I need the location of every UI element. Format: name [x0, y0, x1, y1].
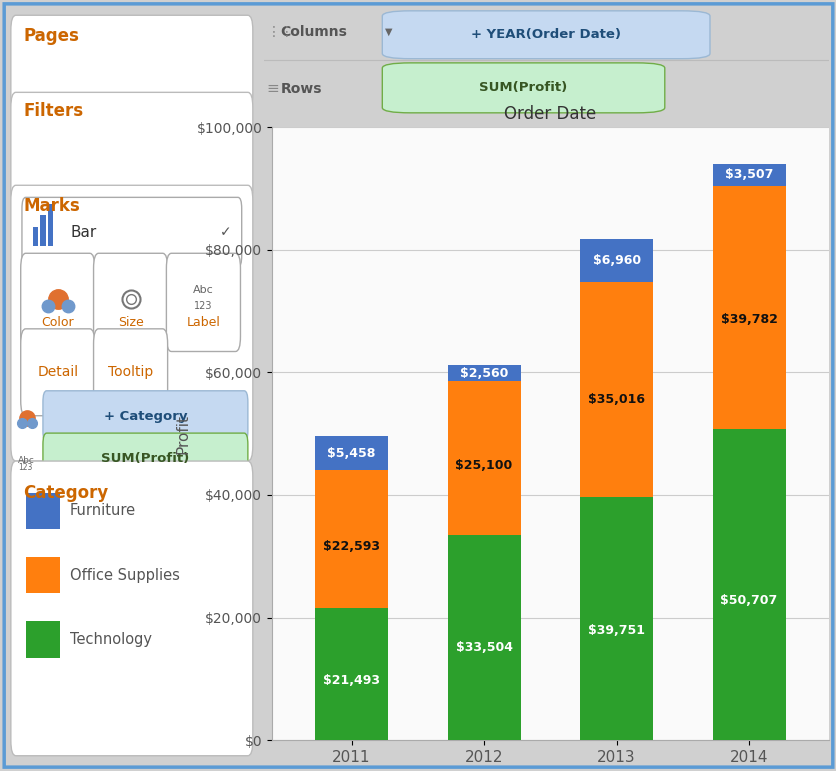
Text: $21,493: $21,493: [323, 675, 380, 688]
Bar: [48, 204, 54, 246]
FancyBboxPatch shape: [382, 11, 709, 59]
FancyBboxPatch shape: [382, 63, 664, 113]
Text: Technology: Technology: [70, 632, 152, 647]
Bar: [579, 239, 652, 282]
Text: $39,751: $39,751: [588, 624, 645, 637]
Text: Bar: Bar: [70, 224, 96, 240]
FancyBboxPatch shape: [166, 253, 240, 352]
FancyBboxPatch shape: [21, 253, 94, 352]
Text: Category: Category: [23, 483, 109, 502]
Bar: [314, 436, 388, 470]
Text: Abc: Abc: [18, 456, 35, 465]
Text: Abc: Abc: [193, 284, 213, 295]
Text: Detail: Detail: [37, 365, 79, 379]
Bar: [26, 621, 60, 658]
Text: $6,960: $6,960: [592, 254, 640, 267]
Text: ✓: ✓: [220, 225, 232, 239]
Text: Rows: Rows: [280, 82, 322, 96]
Title: Order Date: Order Date: [503, 105, 596, 123]
Text: $22,593: $22,593: [323, 540, 380, 553]
Text: Office Supplies: Office Supplies: [70, 567, 180, 583]
Text: Columns: Columns: [280, 25, 347, 39]
Text: SUM(Profit): SUM(Profit): [479, 82, 567, 94]
Text: $33,504: $33,504: [455, 641, 512, 655]
Text: Tooltip: Tooltip: [108, 365, 153, 379]
Text: + YEAR(Order Date): + YEAR(Order Date): [471, 28, 620, 41]
Text: Filters: Filters: [23, 103, 84, 120]
Text: Furniture: Furniture: [70, 503, 136, 518]
Bar: [26, 493, 60, 529]
Text: Color: Color: [42, 316, 74, 328]
Bar: [579, 282, 652, 497]
Text: ≡: ≡: [266, 82, 279, 96]
Bar: [33, 227, 38, 246]
Text: Marks: Marks: [23, 197, 80, 214]
Text: $2,560: $2,560: [459, 366, 507, 379]
FancyBboxPatch shape: [21, 329, 94, 416]
Text: $50,707: $50,707: [720, 594, 777, 607]
Bar: [711, 429, 785, 740]
FancyBboxPatch shape: [11, 185, 252, 461]
Text: $3,507: $3,507: [724, 168, 772, 181]
FancyBboxPatch shape: [11, 461, 252, 756]
Text: SUM(Profit): SUM(Profit): [101, 452, 189, 465]
FancyBboxPatch shape: [43, 433, 247, 482]
FancyBboxPatch shape: [94, 253, 167, 352]
Text: Pages: Pages: [23, 27, 79, 45]
Text: ⋮⋮: ⋮⋮: [266, 25, 294, 39]
FancyBboxPatch shape: [11, 15, 252, 109]
Bar: [314, 608, 388, 740]
Bar: [711, 186, 785, 429]
Text: 123: 123: [18, 463, 33, 473]
FancyBboxPatch shape: [11, 93, 252, 204]
Bar: [26, 557, 60, 594]
Bar: [711, 164, 785, 186]
Bar: [314, 470, 388, 608]
Bar: [447, 365, 520, 381]
Text: ▼: ▼: [385, 27, 392, 37]
Bar: [447, 535, 520, 740]
Text: + Category: + Category: [104, 410, 187, 423]
Text: 123: 123: [194, 301, 212, 311]
Text: $35,016: $35,016: [588, 393, 645, 406]
Text: $39,782: $39,782: [720, 313, 777, 326]
Text: Size: Size: [118, 316, 143, 328]
FancyBboxPatch shape: [94, 329, 167, 416]
Text: $25,100: $25,100: [455, 459, 512, 472]
FancyBboxPatch shape: [22, 197, 242, 267]
FancyBboxPatch shape: [43, 391, 247, 443]
Text: $5,458: $5,458: [327, 446, 375, 460]
Text: Label: Label: [186, 316, 220, 328]
Y-axis label: Profit: Profit: [176, 414, 191, 453]
Bar: [579, 497, 652, 740]
Bar: [40, 215, 46, 246]
Bar: [447, 381, 520, 535]
